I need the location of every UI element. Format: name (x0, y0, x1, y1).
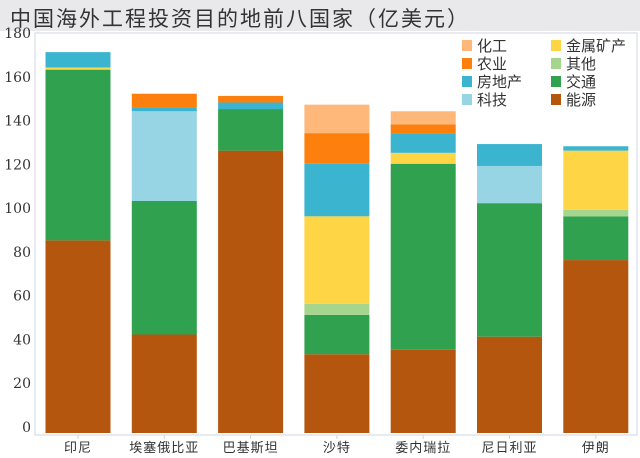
bar-segment-4-3 (390, 152, 456, 164)
title-bar: 中国海外工程投资目的地前八国家（亿美元） (0, 0, 640, 31)
bar-segment-1-0 (131, 334, 197, 433)
y-tick-label: 140 (4, 114, 31, 130)
bar-segment-2-1 (218, 109, 284, 151)
x-tick-label: 委内瑞拉 (395, 440, 451, 456)
legend-label: 房地产 (477, 73, 522, 91)
legend-swatch-4 (551, 40, 561, 51)
legend-label: 其他 (566, 55, 596, 73)
legend-swatch-1 (462, 58, 472, 69)
x-tick-label: 埃塞俄比亚 (129, 440, 199, 456)
legend-label: 化工 (477, 37, 507, 55)
bar-segment-4-7 (390, 111, 456, 125)
legend-swatch-7 (551, 94, 561, 105)
legend-swatch-5 (551, 58, 561, 69)
bar-segment-4-5 (390, 133, 456, 153)
legend-swatch-3 (462, 94, 472, 105)
bar-segment-5-4 (477, 165, 542, 204)
bar-segment-2-5 (218, 102, 284, 110)
bar-segment-6-1 (563, 216, 629, 261)
bar-segment-1-4 (131, 111, 197, 201)
x-tick-label: 尼日利亚 (481, 441, 537, 456)
bar-segment-0-3 (45, 67, 111, 70)
bar-segment-3-7 (304, 104, 370, 134)
legend-label: 能源 (566, 91, 596, 109)
bar-segment-6-2 (563, 209, 629, 217)
bar-segment-1-1 (131, 200, 197, 335)
x-tick-label: 沙特 (323, 441, 351, 456)
y-tick-label: 80 (13, 245, 31, 261)
bar-segment-0-1 (45, 69, 111, 241)
bar-segment-4-6 (390, 124, 456, 134)
y-tick-label: 40 (13, 332, 31, 348)
y-tick-label: 20 (13, 376, 31, 392)
y-tick-label: 180 (4, 26, 31, 42)
bar-segment-0-5 (45, 52, 111, 68)
chart-title: 中国海外工程投资目的地前八国家（亿美元） (10, 7, 470, 31)
y-tick-label: 160 (4, 70, 31, 86)
legend-swatch-0 (462, 40, 472, 51)
y-tick-label: 100 (4, 201, 31, 217)
bar-segment-1-5 (131, 107, 197, 112)
y-tick-label: 60 (13, 289, 31, 305)
bar-segment-2-0 (218, 150, 284, 433)
bar-segment-3-0 (304, 354, 370, 433)
bar-segment-6-3 (563, 150, 629, 210)
bar-segment-0-0 (45, 240, 111, 433)
bar-segment-4-1 (390, 163, 456, 350)
bar-segment-3-6 (304, 133, 370, 164)
bar-segment-3-1 (304, 314, 370, 355)
bar-segment-5-0 (477, 336, 542, 433)
y-tick-label: 120 (4, 157, 31, 173)
bar-segment-3-3 (304, 216, 370, 304)
bar-segment-3-5 (304, 163, 370, 217)
bar-segment-6-0 (563, 260, 629, 433)
legend-label: 金属矿产 (566, 37, 626, 55)
y-tick-label: 0 (22, 420, 31, 436)
bar-segment-5-5 (477, 144, 542, 166)
bar-segment-2-6 (218, 95, 284, 103)
legend-swatch-2 (462, 76, 472, 87)
bar-segment-6-5 (563, 146, 629, 151)
bar-segment-5-1 (477, 203, 542, 337)
x-tick-label: 伊朗 (582, 441, 610, 456)
legend-label: 交通 (566, 73, 596, 91)
x-tick-label: 巴基斯坦 (223, 441, 279, 456)
bar-segment-4-0 (390, 349, 456, 433)
bar-segment-3-2 (304, 303, 370, 315)
bar-segment-1-6 (131, 93, 197, 108)
legend-swatch-6 (551, 76, 561, 87)
x-tick-label: 印尼 (64, 441, 92, 456)
legend-label: 农业 (477, 55, 507, 73)
legend-label: 科技 (477, 91, 507, 109)
